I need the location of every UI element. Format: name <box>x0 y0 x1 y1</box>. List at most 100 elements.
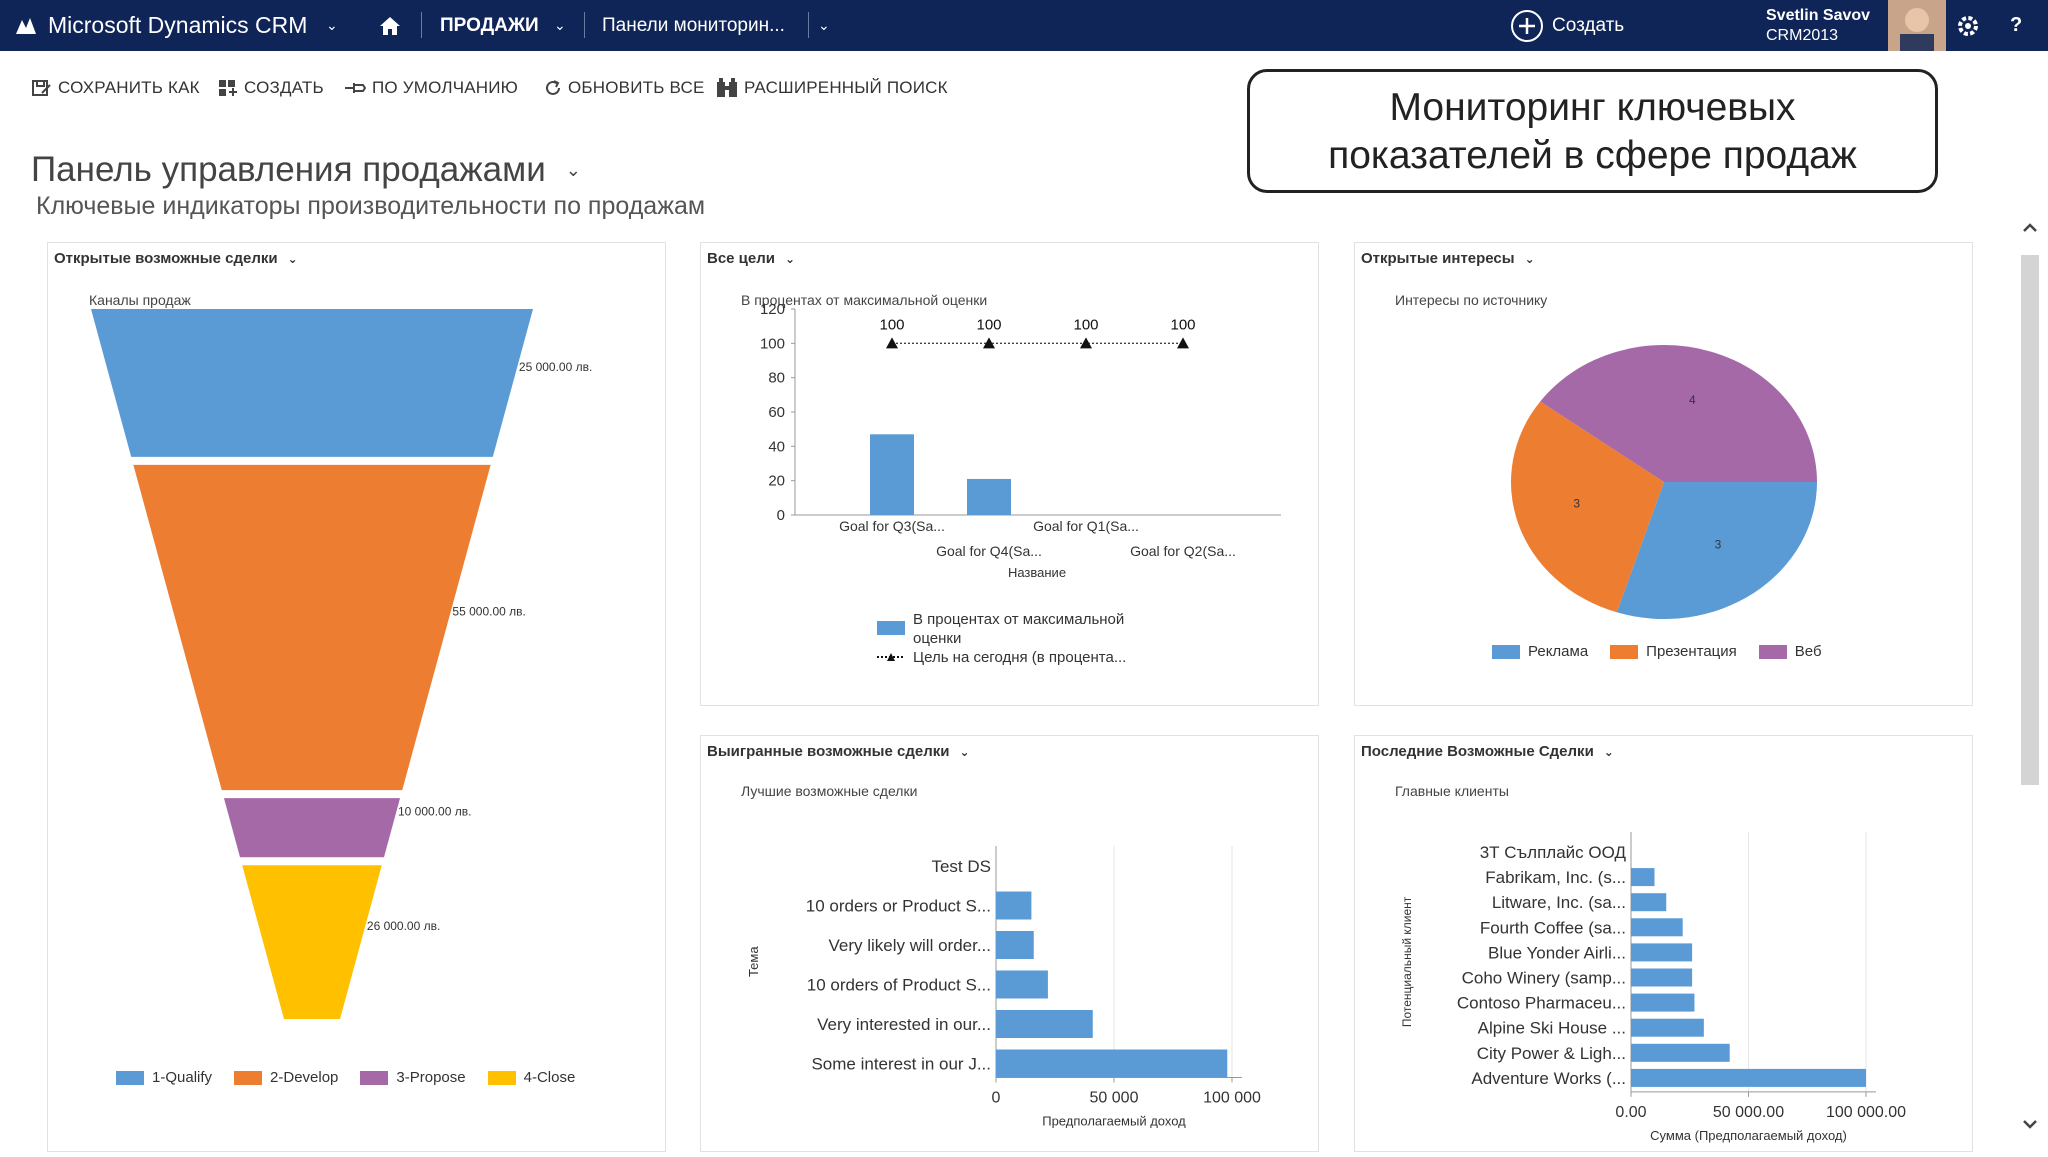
category-label: Adventure Works (... <box>1471 1069 1626 1088</box>
legend-item[interactable]: Презентация <box>1610 643 1737 660</box>
pie-legend: Реклама Презентация Веб <box>1492 643 1844 660</box>
help-icon[interactable]: ? <box>2010 14 2023 36</box>
bar <box>996 1010 1093 1038</box>
funnel-value-label: 26 000.00 лв. <box>367 919 440 933</box>
refresh-all-button[interactable]: ОБНОВИТЬ ВСЕ <box>544 76 705 100</box>
pie-slice <box>1540 345 1817 482</box>
goal-target-marker <box>886 337 898 349</box>
goal-point-label: 100 <box>1073 316 1098 333</box>
bar <box>1631 1018 1704 1037</box>
app-title[interactable]: Microsoft Dynamics CRM <box>48 12 308 38</box>
chevron-down-icon[interactable]: ⌄ <box>818 17 830 33</box>
advanced-find-button[interactable]: РАСШИРЕННЫЙ ПОИСК <box>716 76 948 100</box>
x-tick-label: 0.00 <box>1615 1104 1646 1121</box>
goals-chart: 120 100 80 60 40 20 0 100 Goal for Q3(Sa... 100 Go… <box>760 301 1281 666</box>
y-axis-title: Тема <box>746 946 761 977</box>
x-tick-label: 100 000 <box>1203 1090 1261 1107</box>
dynamics-logo-icon[interactable] <box>14 0 42 51</box>
x-tick-label: 0 <box>992 1090 1001 1107</box>
category-label: 10 orders or Product S... <box>806 897 991 916</box>
goal-point-label: 100 <box>976 316 1001 333</box>
legend-label: Презентация <box>1646 643 1737 660</box>
advanced-find-label: РАСШИРЕННЫЙ ПОИСК <box>744 78 948 97</box>
legend-marker <box>887 653 895 661</box>
legend-item[interactable]: 4-Close <box>487 1069 575 1086</box>
recent-opportunities-panel: Последние Возможные Сделки ⌄ Главные кли… <box>1354 735 1973 1152</box>
category-label: Test DS <box>931 857 991 876</box>
bar <box>1631 993 1695 1012</box>
panel-title[interactable]: Все цели ⌄ <box>707 250 795 267</box>
chevron-down-icon[interactable]: ⌄ <box>785 251 796 266</box>
chevron-down-icon[interactable]: ⌄ <box>326 17 338 33</box>
bar <box>1631 1043 1730 1062</box>
funnel-segment <box>91 309 533 457</box>
dashboards-menu[interactable]: Панели мониторин... <box>602 14 785 36</box>
refresh-icon <box>546 80 560 95</box>
panel-title-text: Выигранные возможные сделки <box>707 743 950 760</box>
panel-title[interactable]: Последние Возможные Сделки ⌄ <box>1361 743 1614 760</box>
bar <box>1631 893 1667 912</box>
category-label: Very interested in our... <box>817 1015 991 1034</box>
pin-icon <box>345 83 366 93</box>
chevron-down-icon[interactable]: ⌄ <box>1524 251 1535 266</box>
panel-title[interactable]: Открытые возможные сделки ⌄ <box>54 250 298 267</box>
set-default-button[interactable]: ПО УМОЛЧАНИЮ <box>344 76 518 100</box>
funnel-chart: 25 000.00 лв. 55 000.00 лв. 10 000.00 лв. 2… <box>91 309 592 1019</box>
save-as-button[interactable]: СОХРАНИТЬ КАК <box>32 76 200 100</box>
all-goals-panel: Все цели ⌄ В процентах от максимальной о… <box>700 242 1319 706</box>
category-label: Alpine Ski House ... <box>1478 1019 1626 1038</box>
x-axis-title: Предполагаемый доход <box>1042 1114 1186 1129</box>
category-label: 3Т Сълплайс ООД <box>1480 843 1627 862</box>
recent-opportunities-chart: 3Т Сълплайс ООД Fabrikam, Inc. (s... Litwa… <box>1400 832 1906 1143</box>
legend-item[interactable]: Реклама <box>1492 643 1588 660</box>
bar <box>1631 943 1693 962</box>
create-button[interactable]: Создать <box>1552 14 1625 36</box>
user-name[interactable]: Svetlin Savov <box>1766 7 1871 24</box>
legend-swatch <box>360 1070 389 1085</box>
gear-icon[interactable] <box>1956 0 1980 51</box>
legend-item[interactable]: 1-Qualify <box>116 1069 212 1086</box>
legend-item[interactable]: 3-Propose <box>360 1069 466 1086</box>
category-label: Blue Yonder Airli... <box>1488 943 1626 962</box>
save-as-icon <box>32 80 51 96</box>
leads-pie-chart: 3 3 4 <box>1511 345 1817 619</box>
chart-subtitle: Каналы продаж <box>89 292 191 308</box>
create-plus-icon[interactable] <box>1510 0 1544 51</box>
bar <box>1631 868 1655 887</box>
funnel-value-label: 55 000.00 лв. <box>452 604 525 618</box>
y-tick-label: 60 <box>768 404 785 421</box>
panel-title[interactable]: Выигранные возможные сделки ⌄ <box>707 743 970 760</box>
y-tick-label: 20 <box>768 473 785 490</box>
legend-item[interactable]: 2-Develop <box>234 1069 338 1086</box>
pie-value-label: 3 <box>1715 538 1722 552</box>
legend-item[interactable]: Веб <box>1758 643 1822 660</box>
legend-swatch <box>487 1070 516 1085</box>
page-title-selector[interactable]: Панель управления продажами ⌄ <box>31 150 581 190</box>
chevron-down-icon[interactable]: ⌄ <box>565 159 581 180</box>
chart-subtitle: Интересы по источнику <box>1395 292 1548 308</box>
top-nav-bar: Microsoft Dynamics CRM ⌄ ПРОДАЖИ ⌄ Панел… <box>0 0 2048 51</box>
new-grid-icon <box>219 80 237 96</box>
panel-title[interactable]: Открытые интересы ⌄ <box>1361 250 1535 267</box>
chevron-down-icon[interactable]: ⌄ <box>287 251 298 266</box>
chevron-down-icon[interactable]: ⌄ <box>959 744 970 759</box>
sales-menu[interactable]: ПРОДАЖИ <box>440 14 539 36</box>
callout-line-2: показателей в сфере продаж <box>1328 134 1857 177</box>
chevron-down-icon[interactable]: ⌄ <box>554 17 566 33</box>
create-dashboard-button[interactable]: СОЗДАТЬ <box>218 76 324 100</box>
bar <box>996 1049 1228 1078</box>
avatar[interactable] <box>1888 0 1946 51</box>
binoculars-icon <box>717 78 737 97</box>
goal-target-marker <box>983 337 995 349</box>
goal-target-marker <box>1177 337 1189 349</box>
category-label: Fourth Coffee (sa... <box>1480 918 1626 937</box>
x-tick-label: 50 000 <box>1090 1090 1139 1107</box>
pie-slice <box>1511 401 1664 613</box>
org-name[interactable]: CRM2013 <box>1766 27 1839 44</box>
y-axis-title: Потенциальный клиент <box>1400 896 1414 1027</box>
page-scrollbar[interactable] <box>2018 195 2042 1152</box>
home-icon[interactable] <box>378 0 402 51</box>
chevron-down-icon[interactable]: ⌄ <box>1603 744 1614 759</box>
category-label: Contoso Pharmaceu... <box>1457 994 1626 1013</box>
legend-label: 1-Qualify <box>152 1069 213 1086</box>
